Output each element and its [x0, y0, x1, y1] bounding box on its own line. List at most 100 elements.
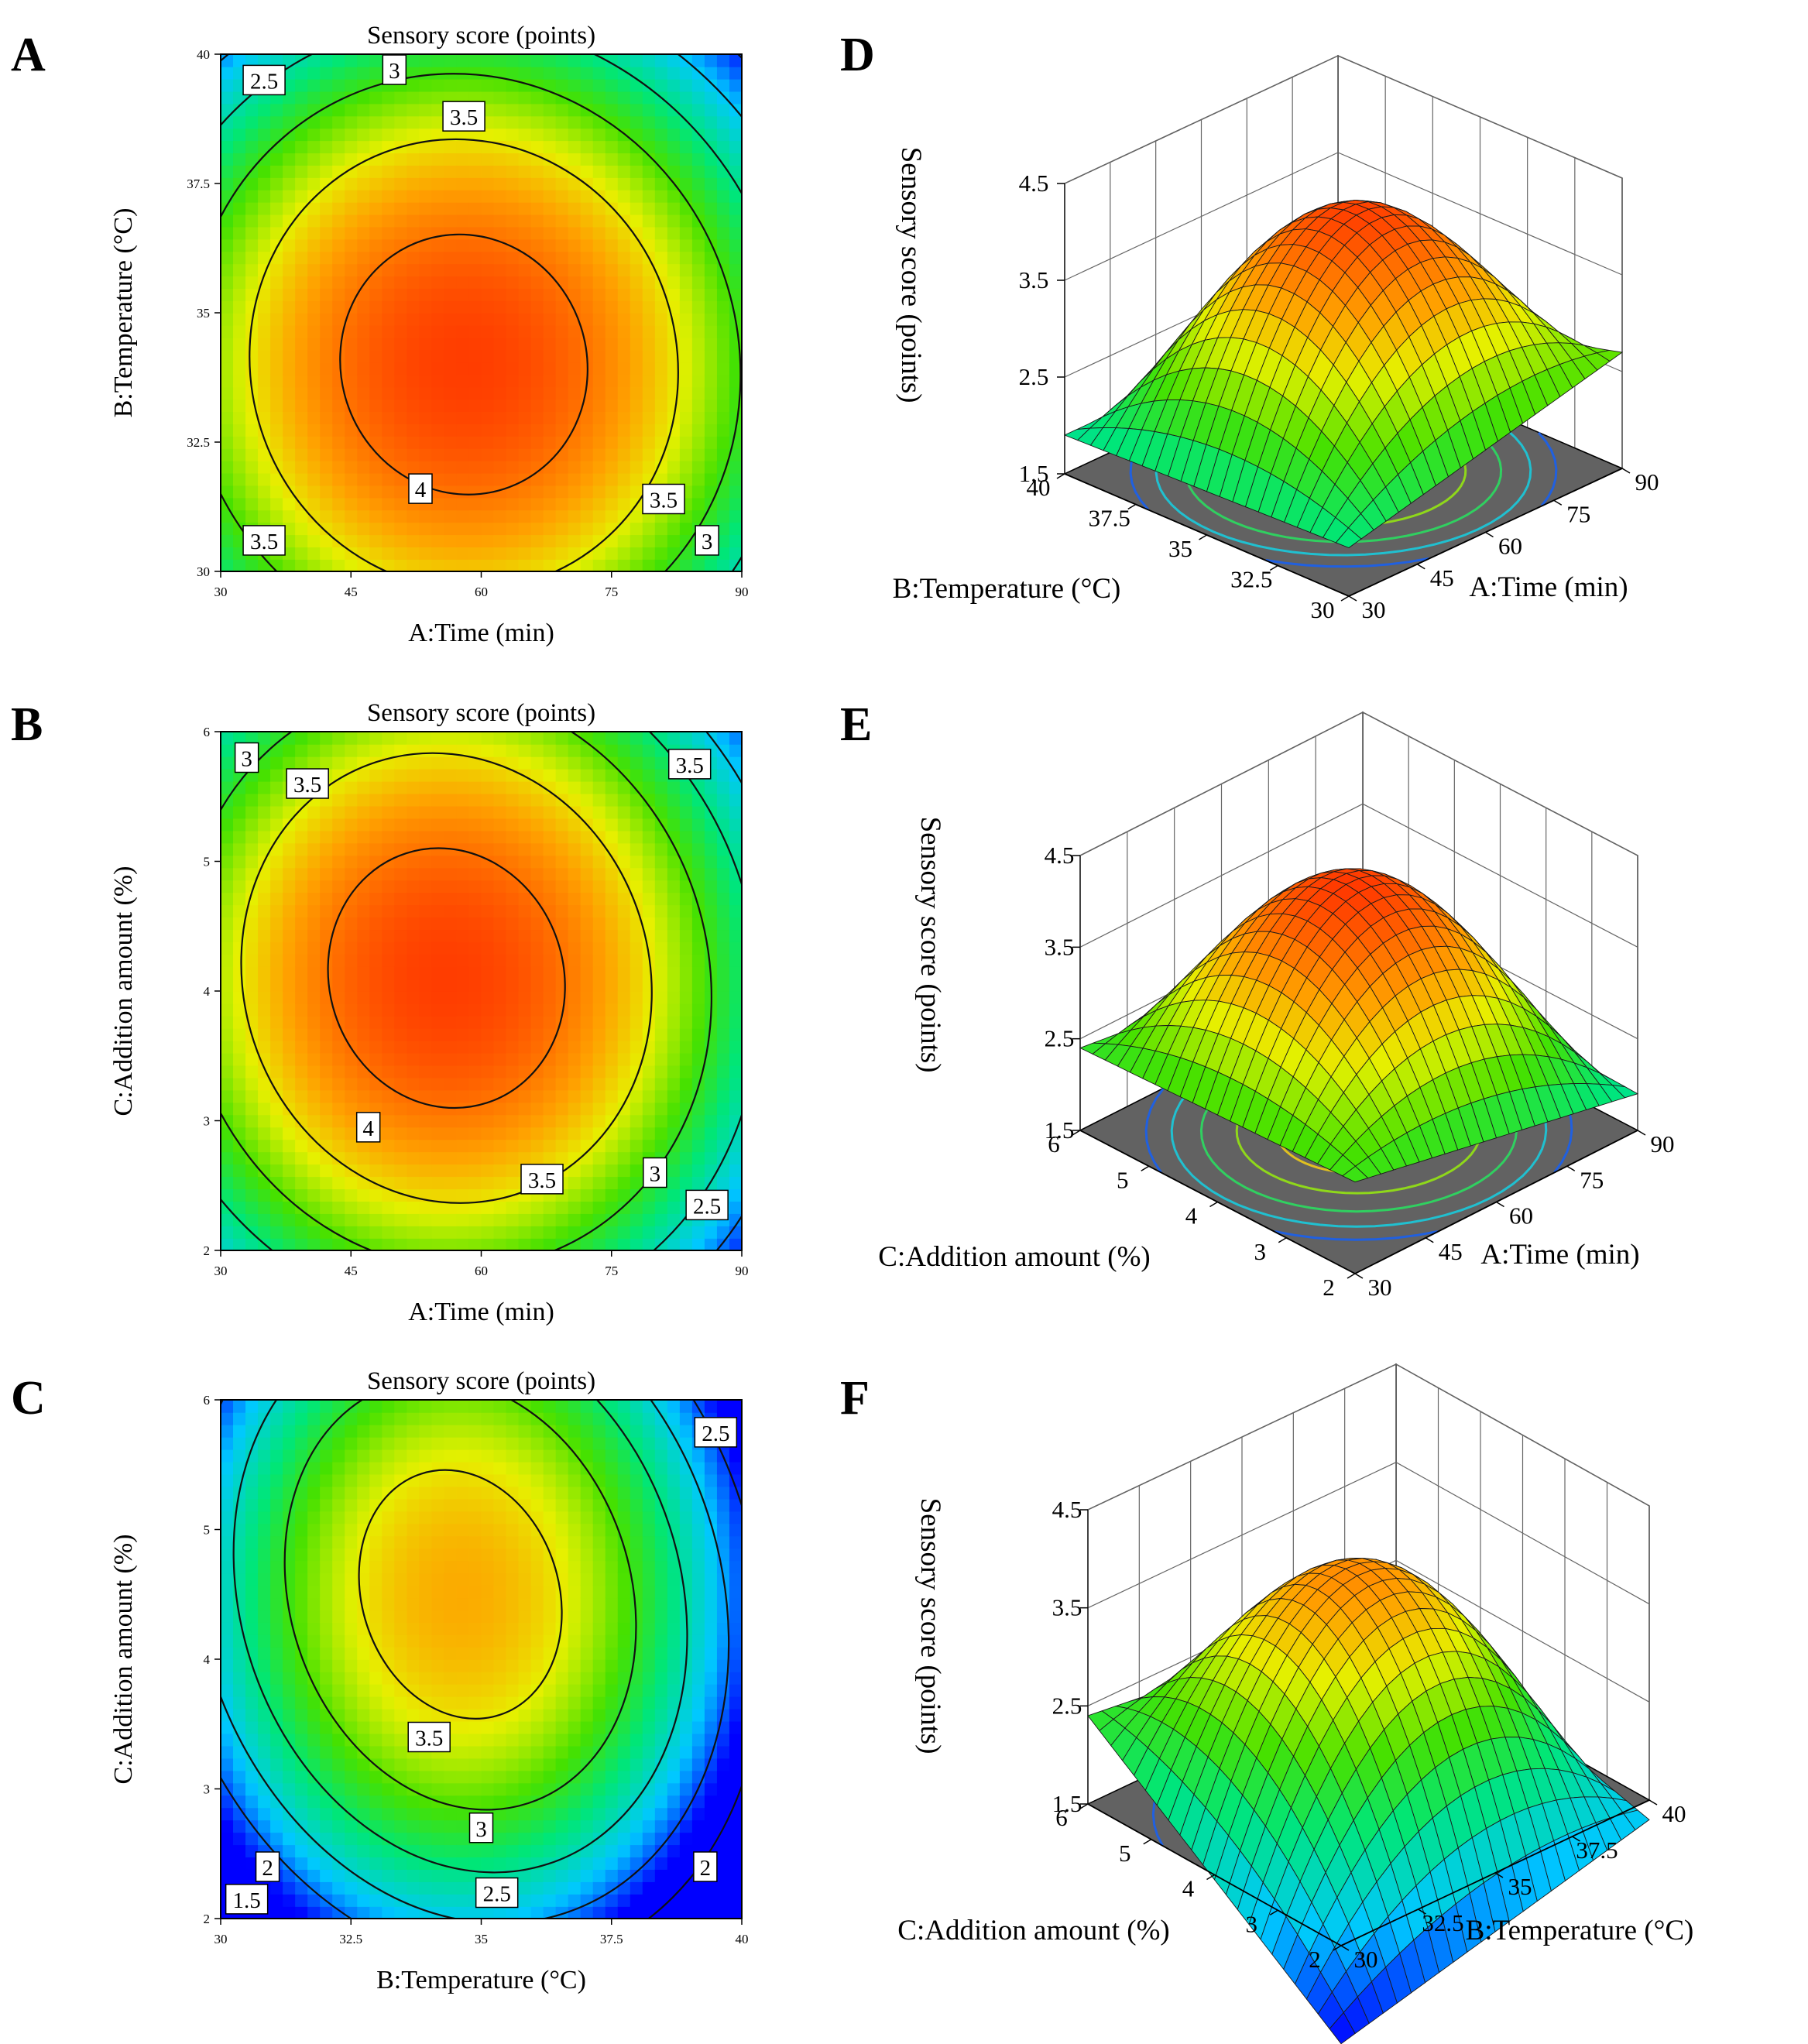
heatmap-cell	[283, 1857, 296, 1870]
x-tick-label: 90	[736, 1264, 749, 1278]
heatmap-cell	[716, 349, 730, 363]
heatmap-cell	[295, 103, 308, 117]
heatmap-cell	[456, 472, 470, 486]
heatmap-cell	[704, 424, 718, 437]
heatmap-cell	[369, 140, 383, 154]
heatmap-cell	[270, 226, 283, 240]
heatmap-cell	[295, 1795, 308, 1809]
heatmap-cell	[530, 1127, 544, 1140]
heatmap-cell	[419, 941, 433, 955]
heatmap-cell	[493, 1857, 507, 1870]
heatmap-cell	[444, 1671, 458, 1685]
heatmap-cell	[382, 1647, 396, 1660]
heatmap-cell	[716, 855, 730, 869]
heatmap-cell	[530, 1819, 544, 1833]
heatmap-cell	[245, 362, 259, 376]
heatmap-cell	[419, 1077, 433, 1091]
heatmap-cell	[605, 1176, 619, 1190]
heatmap-cell	[617, 399, 631, 413]
heatmap-cell	[729, 805, 743, 819]
heatmap-cell	[357, 1647, 371, 1660]
heatmap-cell	[630, 880, 643, 893]
heatmap-cell	[605, 1647, 619, 1660]
heatmap-cell	[568, 1572, 582, 1586]
heatmap-cell	[456, 1400, 470, 1413]
heatmap-cell	[543, 1647, 557, 1660]
heatmap-cell	[295, 1511, 308, 1524]
heatmap-cell	[630, 140, 643, 154]
heatmap-cell	[630, 954, 643, 967]
heatmap-cell	[320, 78, 334, 92]
heatmap-cell	[555, 1832, 569, 1846]
heatmap-cell	[456, 559, 470, 572]
heatmap-cell	[543, 954, 557, 967]
heatmap-cell	[493, 867, 507, 881]
heatmap-cell	[307, 559, 321, 572]
heatmap-cell	[369, 411, 383, 424]
heatmap-cell	[382, 374, 396, 388]
heatmap-cell	[691, 251, 705, 265]
heatmap-cell	[568, 534, 582, 547]
heatmap-cell	[332, 78, 346, 92]
heatmap-cell	[543, 1610, 557, 1623]
heatmap-cell	[691, 1226, 705, 1239]
heatmap-cell	[258, 559, 271, 572]
heatmap-cell	[283, 904, 296, 918]
heatmap-cell	[431, 1127, 445, 1140]
heatmap-cell	[258, 768, 271, 782]
heatmap-cell	[605, 1015, 619, 1029]
heatmap-cell	[493, 1065, 507, 1079]
heatmap-cell	[431, 1424, 445, 1438]
heatmap-cell	[332, 1869, 346, 1882]
heatmap-cell	[518, 818, 532, 832]
heatmap-cell	[245, 276, 259, 289]
heatmap-cell	[481, 1176, 495, 1190]
heatmap-cell	[221, 1139, 234, 1153]
heatmap-cell	[345, 460, 359, 474]
heatmap-cell	[630, 1139, 643, 1153]
heatmap-cell	[233, 1696, 246, 1710]
heatmap-cell	[530, 1139, 544, 1153]
heatmap-cell	[530, 991, 544, 1004]
heatmap-cell	[394, 485, 408, 499]
heatmap-cell	[407, 177, 420, 190]
heatmap-cell	[642, 214, 656, 228]
heatmap-cell	[233, 880, 246, 893]
heatmap-cell	[691, 1089, 705, 1103]
heatmap-cell	[221, 91, 234, 105]
heatmap-cell	[407, 1881, 420, 1895]
heatmap-cell	[568, 1857, 582, 1870]
heatmap-cell	[592, 460, 606, 474]
heatmap-cell	[506, 743, 520, 757]
heatmap-cell	[456, 1548, 470, 1562]
heatmap-cell	[444, 1511, 458, 1524]
heatmap-cell	[729, 509, 743, 523]
heatmap-cell	[530, 374, 544, 388]
heatmap-cell	[654, 1065, 668, 1079]
heatmap-cell	[444, 1089, 458, 1103]
heatmap-cell	[493, 1114, 507, 1128]
heatmap-cell	[592, 66, 606, 80]
heatmap-cell	[468, 300, 482, 314]
heatmap-cell	[729, 153, 743, 166]
heatmap-cell	[419, 880, 433, 893]
heatmap-cell	[444, 855, 458, 869]
heatmap-cell	[369, 1164, 383, 1178]
heatmap-cell	[369, 226, 383, 240]
heatmap-cell	[382, 1844, 396, 1858]
heatmap-cell	[456, 201, 470, 215]
heatmap-cell	[295, 1671, 308, 1685]
heatmap-cell	[630, 892, 643, 906]
heatmap-cell	[592, 991, 606, 1004]
heatmap-cell	[233, 855, 246, 869]
heatmap-cell	[221, 1213, 234, 1226]
heatmap-cell	[369, 1782, 383, 1796]
heatmap-cell	[506, 1807, 520, 1821]
heatmap-cell	[580, 1535, 594, 1549]
heatmap-cell	[530, 115, 544, 129]
heatmap-cell	[369, 818, 383, 832]
heatmap-cell	[468, 534, 482, 547]
heatmap-cell	[394, 1807, 408, 1821]
heatmap-cell	[258, 1151, 271, 1165]
heatmap-cell	[270, 1164, 283, 1178]
